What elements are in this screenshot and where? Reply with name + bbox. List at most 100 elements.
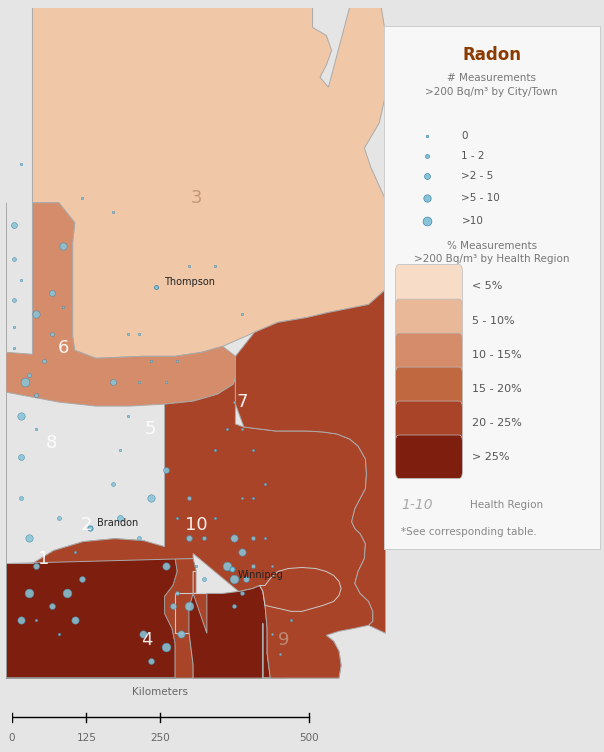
Point: [54, 512, 64, 524]
Point: [108, 205, 117, 218]
Point: [268, 628, 277, 640]
Point: [20, 376, 30, 388]
Point: [210, 260, 220, 272]
Text: 500: 500: [299, 733, 319, 743]
Point: [47, 328, 57, 340]
Text: >5 - 10: >5 - 10: [461, 193, 500, 203]
Point: [222, 559, 231, 572]
Point: [228, 563, 237, 575]
Point: [184, 492, 193, 504]
Text: 10: 10: [185, 516, 208, 534]
Point: [422, 170, 432, 182]
Point: [422, 150, 432, 162]
Point: [16, 614, 26, 626]
Point: [146, 356, 155, 368]
Point: [275, 648, 285, 660]
Text: 3: 3: [190, 189, 202, 207]
Text: 125: 125: [76, 733, 96, 743]
Point: [161, 376, 171, 388]
Point: [47, 600, 57, 612]
Point: [31, 308, 41, 320]
Point: [237, 587, 247, 599]
Text: 20 - 25%: 20 - 25%: [472, 418, 522, 428]
Point: [173, 512, 182, 524]
Text: > 25%: > 25%: [472, 452, 510, 462]
Text: % Measurements
>200 Bq/m³ by Health Region: % Measurements >200 Bq/m³ by Health Regi…: [414, 241, 570, 264]
Point: [16, 158, 26, 170]
Point: [9, 321, 19, 333]
Text: >2 - 5: >2 - 5: [461, 171, 493, 180]
Point: [184, 600, 193, 612]
Polygon shape: [189, 586, 271, 678]
Text: 1 - 2: 1 - 2: [461, 151, 485, 161]
Point: [134, 328, 144, 340]
Point: [24, 532, 34, 544]
Text: Health Region: Health Region: [470, 499, 543, 510]
Point: [184, 532, 193, 544]
Text: 15 - 20%: 15 - 20%: [472, 384, 522, 394]
Point: [249, 492, 259, 504]
Text: Thompson: Thompson: [164, 277, 215, 287]
Text: 1-10: 1-10: [401, 498, 432, 511]
Text: Brandon: Brandon: [97, 518, 138, 528]
Point: [422, 192, 432, 204]
FancyBboxPatch shape: [396, 265, 463, 308]
Point: [16, 410, 26, 422]
Polygon shape: [6, 356, 373, 678]
Point: [31, 559, 41, 572]
Text: Winnipeg: Winnipeg: [238, 570, 284, 580]
FancyBboxPatch shape: [396, 299, 463, 342]
Polygon shape: [189, 572, 196, 631]
Text: 7: 7: [236, 393, 248, 411]
Point: [115, 512, 125, 524]
Point: [69, 614, 79, 626]
Point: [108, 376, 117, 388]
Point: [230, 573, 239, 585]
Point: [31, 390, 41, 402]
Polygon shape: [33, 8, 385, 358]
Point: [123, 410, 133, 422]
FancyBboxPatch shape: [396, 401, 463, 444]
Point: [31, 614, 41, 626]
Text: 9: 9: [278, 632, 289, 650]
Point: [16, 492, 26, 504]
Polygon shape: [175, 593, 207, 633]
Text: *See corresponding table.: *See corresponding table.: [401, 527, 536, 537]
Point: [134, 532, 144, 544]
Point: [58, 240, 68, 252]
Point: [286, 614, 296, 626]
Point: [58, 301, 68, 313]
Point: [222, 423, 231, 435]
Point: [161, 641, 171, 653]
Polygon shape: [260, 568, 341, 611]
Point: [24, 369, 34, 381]
Point: [184, 260, 193, 272]
Point: [161, 464, 171, 476]
FancyBboxPatch shape: [396, 367, 463, 411]
Point: [230, 532, 239, 544]
Point: [146, 492, 155, 504]
Point: [24, 587, 34, 599]
Polygon shape: [260, 596, 286, 678]
Point: [77, 573, 87, 585]
Point: [176, 628, 186, 640]
Point: [237, 423, 247, 435]
Point: [230, 600, 239, 612]
Point: [210, 444, 220, 456]
Point: [173, 356, 182, 368]
Polygon shape: [263, 623, 341, 678]
Point: [199, 573, 209, 585]
Text: Kilometers: Kilometers: [132, 687, 188, 698]
Text: 5 - 10%: 5 - 10%: [472, 316, 515, 326]
Text: >10: >10: [461, 216, 483, 226]
Point: [152, 280, 161, 293]
Point: [134, 376, 144, 388]
Point: [138, 628, 148, 640]
Text: 10 - 15%: 10 - 15%: [472, 350, 522, 359]
Point: [161, 559, 171, 572]
Point: [422, 215, 432, 227]
Point: [210, 512, 220, 524]
Text: Radon: Radon: [462, 46, 521, 64]
Point: [241, 573, 251, 585]
Text: 0: 0: [9, 733, 15, 743]
